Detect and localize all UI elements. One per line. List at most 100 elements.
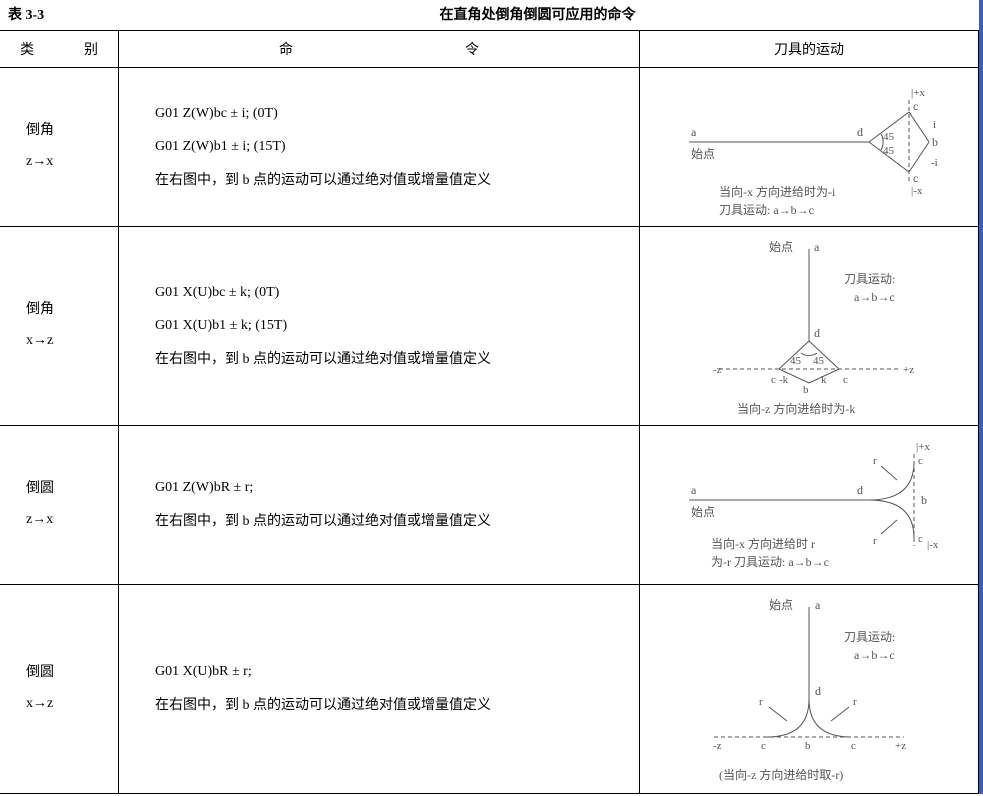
fig-label-d: d <box>814 326 820 340</box>
fig-note: 当向-x 方向进给时为-i <box>719 184 836 199</box>
table-row: 倒圆 x→z G01 X(U)bR ± r; 在右图中，到 b 点的运动可以通过… <box>0 585 979 794</box>
header-row: 类 别 命 令 刀具的运动 <box>0 31 979 68</box>
fig-label-a: a <box>691 483 697 497</box>
chamfer-zx-diagram: 45 45 a 始点 d b c c |+x i -i 当向-x 方向进给时为-… <box>659 72 959 222</box>
fig-label-start: 始点 <box>769 598 793 612</box>
chamfer-xz-diagram: 45 45 始点 a d c c -k b k -z +z 刀具运动: a→b→… <box>659 231 959 421</box>
fig-label-mi: -i <box>931 157 938 169</box>
fig-label-b: b <box>921 493 927 507</box>
fig-note: 为-r 刀具运动: a→b→c <box>711 555 829 569</box>
command-note: 在右图中，到 b 点的运动可以通过绝对值或增量值定义 <box>155 343 629 377</box>
round-xz-diagram: 始点 a d b c c r r -z +z 刀具运动: a→b→c (当向-z… <box>659 589 959 789</box>
fig-label-mz: -z <box>713 740 722 752</box>
category-name: 倒圆 <box>26 474 112 505</box>
fig-label-a: a <box>691 125 697 139</box>
figure-cell: 始点 a d b c c r r -z +z 刀具运动: a→b→c (当向-z… <box>640 585 979 794</box>
fig-label-mz: -z <box>713 364 722 376</box>
command-line: G01 X(U)bR ± r; <box>155 655 629 689</box>
fig-label-c: c <box>843 374 848 386</box>
category-cell: 倒角 z→x <box>0 68 119 227</box>
category-name: 倒角 <box>26 116 112 147</box>
fig-label-c: c <box>913 99 918 113</box>
fig-tool-title: 刀具运动: <box>844 272 895 286</box>
header-category: 类 别 <box>0 31 119 68</box>
fig-label-start: 始点 <box>769 240 793 254</box>
commands-table: 类 别 命 令 刀具的运动 倒角 z→x G01 Z(W)bc ± i; (0T… <box>0 30 979 794</box>
command-cell: G01 Z(W)bR ± r; 在右图中，到 b 点的运动可以通过绝对值或增量值… <box>119 426 640 585</box>
header-category-right: 别 <box>84 39 98 59</box>
fig-label-c: c <box>771 374 776 386</box>
fig-label-c: c <box>918 533 923 545</box>
fig-label-px: |+x <box>916 441 930 453</box>
fig-label-mk: -k <box>779 374 789 386</box>
fig-note: 刀具运动: a→b→c <box>719 203 814 217</box>
fig-label-r: r <box>873 535 877 547</box>
figure-cell: 45 45 始点 a d c c -k b k -z +z 刀具运动: a→b→… <box>640 227 979 426</box>
angle-label: 45 <box>790 355 802 367</box>
figure-cell: 45 45 a 始点 d b c c |+x i -i 当向-x 方向进给时为-… <box>640 68 979 227</box>
fig-label-b: b <box>803 384 809 396</box>
angle-label: 45 <box>883 131 895 143</box>
round-zx-diagram: a 始点 d b c c |+x |-x r r 当向-x 方向进给时 r 为-… <box>659 430 959 580</box>
category-cell: 倒角 x→z <box>0 227 119 426</box>
fig-label-i: i <box>933 119 936 131</box>
header-command: 命 令 <box>119 31 640 68</box>
table-row: 倒角 z→x G01 Z(W)bc ± i; (0T) G01 Z(W)b1 ±… <box>0 68 979 227</box>
fig-label-c: c <box>761 740 766 752</box>
fig-label-r: r <box>873 455 877 467</box>
command-line: G01 X(U)b1 ± k; (15T) <box>155 309 629 343</box>
fig-label-a: a <box>815 598 821 612</box>
fig-label-mx: |-x <box>911 185 923 197</box>
fig-tool-line: a→b→c <box>854 648 895 662</box>
category-axis: x→z <box>26 326 112 357</box>
fig-label-start: 始点 <box>691 147 715 161</box>
command-note: 在右图中，到 b 点的运动可以通过绝对值或增量值定义 <box>155 505 629 539</box>
command-cell: G01 Z(W)bc ± i; (0T) G01 Z(W)b1 ± i; (15… <box>119 68 640 227</box>
fig-label-d: d <box>815 684 821 698</box>
header-command-left: 命 <box>279 39 293 59</box>
header-category-left: 类 <box>20 39 34 59</box>
fig-note: 当向-x 方向进给时 r <box>711 536 815 551</box>
fig-label-c: c <box>913 171 918 185</box>
command-line: G01 Z(W)bR ± r; <box>155 471 629 505</box>
title-row: 表 3-3 在直角处倒角倒圆可应用的命令 <box>0 0 979 30</box>
category-axis: z→x <box>26 147 112 178</box>
fig-label-b: b <box>932 135 938 149</box>
command-cell: G01 X(U)bR ± r; 在右图中，到 b 点的运动可以通过绝对值或增量值… <box>119 585 640 794</box>
fig-label-b: b <box>805 740 811 752</box>
fig-label-r: r <box>853 696 857 708</box>
fig-note: 当向-z 方向进给时为-k <box>737 401 855 416</box>
fig-label-c: c <box>851 740 856 752</box>
fig-tool-line: a→b→c <box>854 290 895 304</box>
table-row: 倒圆 z→x G01 Z(W)bR ± r; 在右图中，到 b 点的运动可以通过… <box>0 426 979 585</box>
page-container: 表 3-3 在直角处倒角倒圆可应用的命令 类 别 命 令 刀具的运动 倒角 <box>0 0 983 794</box>
fig-label-start: 始点 <box>691 505 715 519</box>
category-cell: 倒圆 x→z <box>0 585 119 794</box>
fig-note: (当向-z 方向进给时取-r) <box>719 767 843 782</box>
fig-label-k: k <box>821 374 827 386</box>
fig-label-d: d <box>857 483 863 497</box>
header-command-right: 令 <box>465 39 479 59</box>
figure-cell: a 始点 d b c c |+x |-x r r 当向-x 方向进给时 r 为-… <box>640 426 979 585</box>
fig-label-a: a <box>814 240 820 254</box>
table-row: 倒角 x→z G01 X(U)bc ± k; (0T) G01 X(U)b1 ±… <box>0 227 979 426</box>
fig-label-d: d <box>857 125 863 139</box>
angle-label: 45 <box>813 355 825 367</box>
table-title: 在直角处倒角倒圆可应用的命令 <box>104 4 971 24</box>
header-figure: 刀具的运动 <box>640 31 979 68</box>
fig-label-pz: +z <box>903 364 914 376</box>
fig-tool-title: 刀具运动: <box>844 630 895 644</box>
category-axis: z→x <box>26 505 112 536</box>
fig-label-mx: |-x <box>927 539 939 551</box>
command-line: G01 Z(W)b1 ± i; (15T) <box>155 130 629 164</box>
table-number: 表 3-3 <box>8 4 104 24</box>
category-name: 倒角 <box>26 295 112 326</box>
category-name: 倒圆 <box>26 658 112 689</box>
fig-label-pz: +z <box>895 740 906 752</box>
command-line: G01 X(U)bc ± k; (0T) <box>155 276 629 310</box>
fig-label-px: |+x <box>911 87 925 99</box>
category-axis: x→z <box>26 689 112 720</box>
angle-label: 45 <box>883 145 895 157</box>
fig-label-r: r <box>759 696 763 708</box>
fig-label-c: c <box>918 455 923 467</box>
